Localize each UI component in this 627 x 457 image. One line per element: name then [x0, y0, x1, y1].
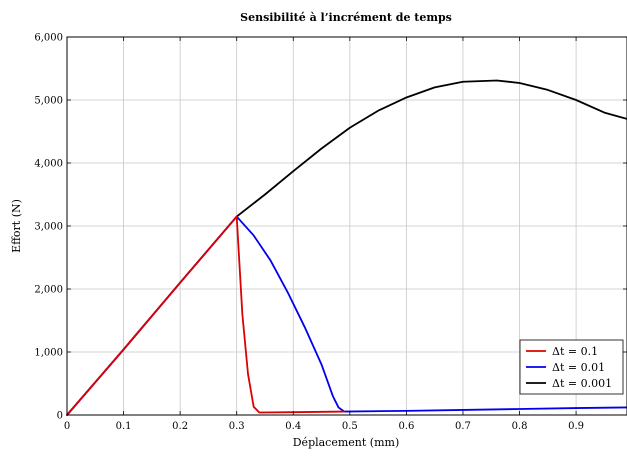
- grid-lines: [67, 37, 627, 415]
- x-tick-label: 0.1: [116, 421, 132, 432]
- y-tick-label: 0: [57, 411, 63, 422]
- y-tick-label: 1,000: [34, 348, 63, 359]
- x-tick-label: 0.6: [398, 421, 414, 432]
- chart-title: Sensibilité à l’incrément de temps: [240, 11, 452, 24]
- x-axis-label: Déplacement (mm): [293, 436, 400, 449]
- x-tick-label: 0.5: [342, 421, 358, 432]
- x-tick-label: 0.4: [285, 421, 301, 432]
- series-line: [66, 215, 346, 416]
- y-tick-label: 3,000: [34, 222, 63, 233]
- y-tick-label: 6,000: [34, 33, 63, 44]
- x-tick-label: 0.3: [229, 421, 245, 432]
- legend-label: Δt = 0.01: [552, 361, 605, 374]
- y-tick-label: 4,000: [34, 159, 63, 170]
- y-tick-label: 5,000: [34, 96, 63, 107]
- legend: Δt = 0.1 Δt = 0.01 Δt = 0.001: [519, 339, 624, 395]
- x-tick-label: 0.8: [512, 421, 528, 432]
- series-layer: [66, 79, 627, 416]
- y-tick-label: 2,000: [34, 285, 63, 296]
- y-axis: 0 1,000 2,000 3,000 4,000 5,000 6,000: [34, 33, 627, 422]
- legend-label: Δt = 0.001: [552, 377, 612, 390]
- x-tick-label: 0: [64, 421, 70, 432]
- x-tick-label: 0.9: [568, 421, 584, 432]
- legend-label: Δt = 0.1: [552, 345, 598, 358]
- x-tick-label: 0.2: [172, 421, 188, 432]
- x-axis: 0 0.1 0.2 0.3 0.4 0.5 0.6 0.7 0.8 0.9: [64, 37, 584, 432]
- x-tick-label: 0.7: [455, 421, 471, 432]
- y-axis-label: Effort (N): [10, 199, 23, 253]
